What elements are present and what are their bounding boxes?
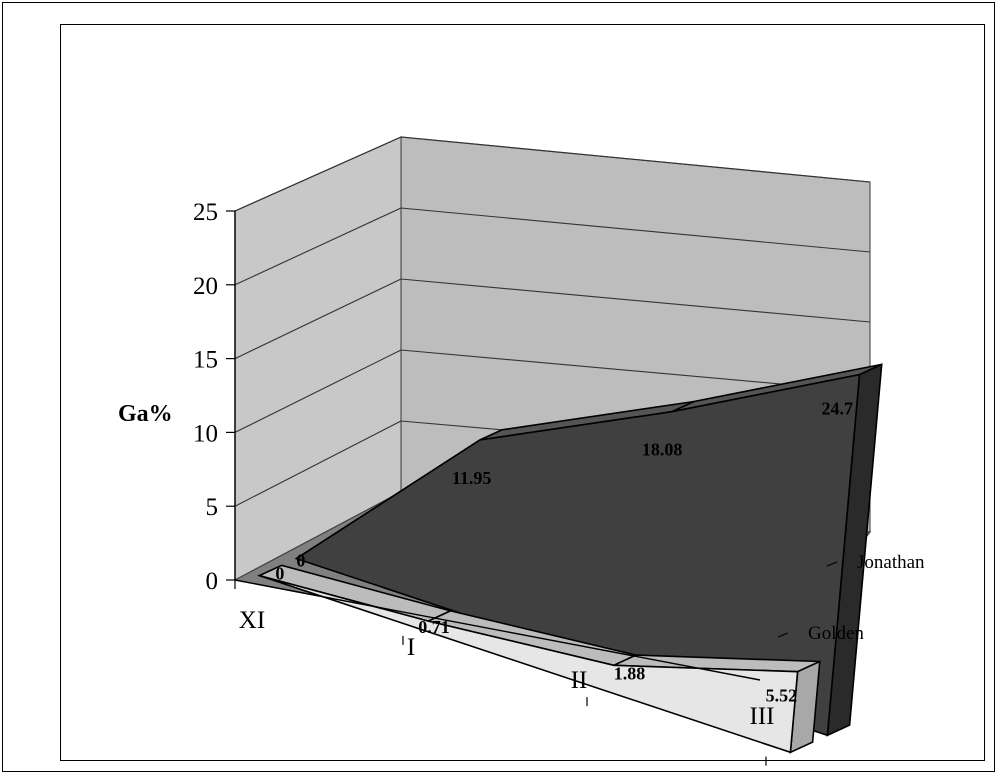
data-label: 24.7 [822, 399, 854, 419]
x-tick-label: XI [239, 607, 265, 634]
data-label: 5.52 [766, 686, 798, 706]
series-axis-label: Golden [808, 623, 864, 644]
data-label: 0 [275, 564, 284, 584]
y-tick-label: 0 [206, 568, 219, 595]
x-tick-label: II [571, 667, 588, 694]
series-layer: 0 11.95 18.08 24.7 0 0.71 1.88 5.52 [257, 363, 883, 754]
series-axis-tick [777, 632, 789, 638]
gridline-side [234, 349, 402, 433]
gridline-side [234, 136, 402, 212]
gridline-side [234, 207, 402, 286]
series-axis-tick [826, 561, 838, 567]
y-tick-label: 20 [193, 273, 218, 300]
area-front-face [259, 574, 799, 754]
x-axis-line [234, 579, 761, 681]
x-tick-label: I [407, 634, 415, 661]
data-label: 1.88 [614, 663, 646, 683]
gridline-side [234, 278, 402, 360]
data-label: 0.71 [418, 617, 450, 637]
x-tick-label: III [750, 703, 775, 730]
gridline-back [400, 136, 871, 183]
series-axis-label: Jonathan [857, 552, 925, 573]
gridline-side [234, 420, 402, 507]
data-label: 18.08 [642, 440, 683, 460]
data-label: 0 [296, 551, 305, 571]
data-label: 11.95 [452, 468, 492, 488]
series-jonathan: 0 11.95 18.08 24.7 [294, 363, 883, 737]
gridline-back [400, 207, 871, 253]
y-tick-label: 5 [206, 494, 219, 521]
y-axis-label: Ga% [118, 401, 173, 427]
gridlines [234, 136, 871, 507]
series-golden: 0 0.71 1.88 5.52 [257, 564, 821, 754]
y-tick-label: 15 [193, 347, 218, 374]
gridline-back [400, 278, 871, 323]
y-tick-label: 10 [193, 420, 218, 447]
y-tick-label: 25 [193, 199, 218, 226]
